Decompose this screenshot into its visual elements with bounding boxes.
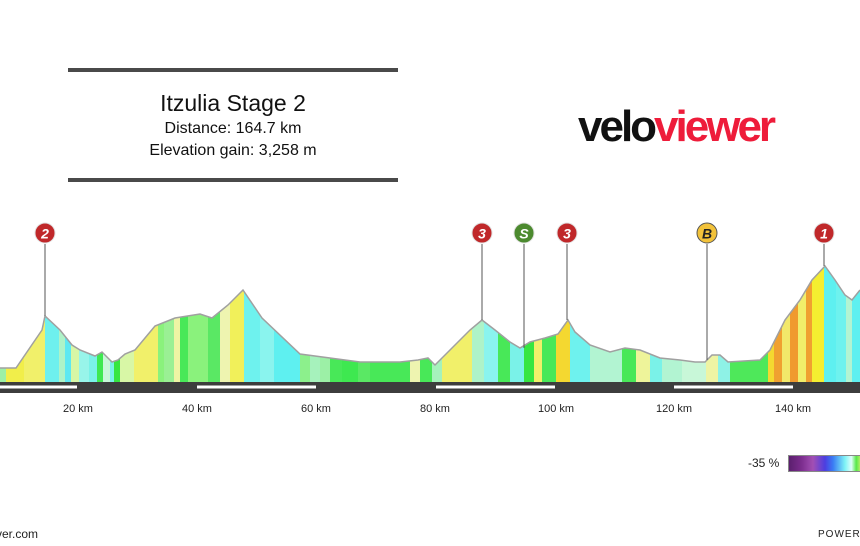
x-tick-100: 100 km [537, 403, 575, 415]
x-tick-120: 120 km [655, 403, 693, 415]
stage-title: Itzulia Stage 2 [160, 90, 306, 116]
elevation-profile-chart: 2 3 S 3 B 1 [0, 222, 860, 393]
footer-website[interactable]: ver.com [0, 527, 39, 541]
x-tick-40: 40 km [182, 403, 212, 415]
x-tick-20: 20 km [63, 403, 93, 415]
svg-text:1: 1 [820, 226, 828, 242]
profile-fill [0, 266, 860, 382]
marker-sprint[interactable]: S [513, 222, 535, 348]
svg-text:3: 3 [478, 226, 486, 242]
distance-label: Distance: 164.7 km [164, 120, 302, 137]
axis-stripe [674, 385, 793, 389]
profile-outline [0, 264, 860, 369]
svg-text:B: B [702, 226, 712, 242]
veloviewer-logo: veloviewer [578, 102, 776, 152]
marker-climb-cat2[interactable]: 2 [34, 222, 56, 316]
marker-climb-cat3[interactable]: 3 [471, 222, 493, 320]
x-tick-60: 60 km [301, 403, 331, 415]
distance-axis-bar [0, 382, 860, 393]
svg-text:2: 2 [40, 226, 49, 242]
svg-text:S: S [519, 226, 529, 242]
marker-bonus[interactable]: B [696, 222, 718, 360]
title-box: Itzulia Stage 2 Distance: 164.7 km Eleva… [68, 68, 398, 183]
axis-stripe [436, 385, 555, 389]
axis-stripe [0, 385, 77, 389]
svg-text:3: 3 [563, 226, 571, 242]
x-tick-80: 80 km [420, 403, 450, 415]
legend-color-bar [788, 455, 860, 472]
title-rule-bottom [68, 178, 398, 182]
marker-climb-cat1[interactable]: 1 [813, 222, 835, 266]
marker-climb-cat3[interactable]: 3 [556, 222, 578, 320]
title-rule-top [68, 68, 398, 72]
logo-part-velo: velo [578, 102, 657, 151]
x-tick-140: 140 km [774, 403, 812, 415]
axis-stripe [197, 385, 316, 389]
legend-min-label: -35 % [748, 456, 780, 470]
logo-part-viewer: viewer [654, 102, 776, 151]
footer-powered-by: POWERE [818, 529, 860, 540]
elevation-label: Elevation gain: 3,258 m [149, 142, 317, 159]
